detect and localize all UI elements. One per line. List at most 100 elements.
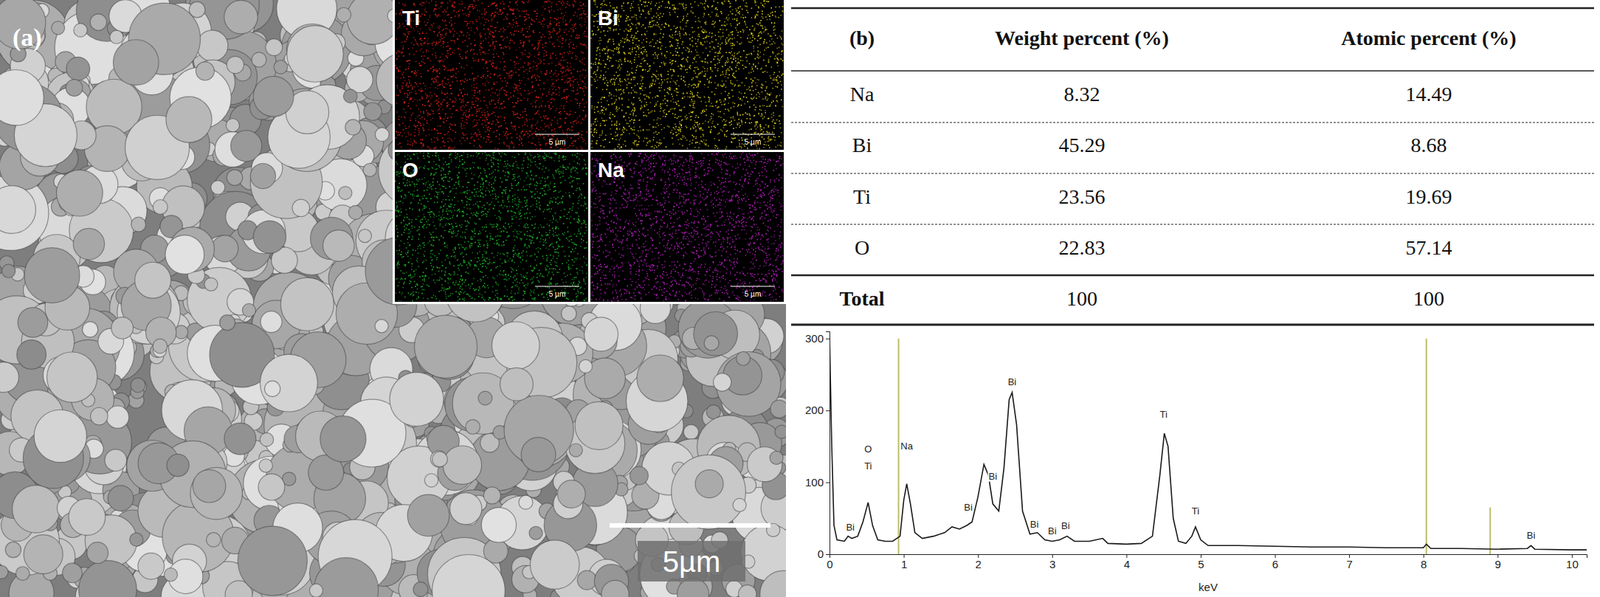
map-dot (425, 1, 428, 3)
grain (111, 317, 134, 340)
map-dot (543, 82, 545, 85)
map-dot (402, 108, 405, 110)
map-dot (485, 11, 488, 14)
map-dot (518, 47, 521, 49)
map-dot (576, 36, 578, 38)
map-dot (503, 119, 505, 122)
map-dot (472, 126, 474, 128)
map-dot (405, 40, 407, 43)
figure: (a)5µmTi5 µmBi5 µmO5 µmNa5 µm(b)Weight p… (0, 0, 1600, 597)
map-dot (539, 21, 541, 23)
map-dot (447, 138, 449, 140)
map-dot (441, 38, 443, 40)
map-dot (575, 58, 578, 60)
map-dot (395, 13, 398, 15)
grain (343, 89, 358, 104)
grain (163, 568, 178, 582)
map-dot (521, 31, 523, 34)
grain (226, 56, 244, 74)
map-dot (432, 47, 434, 50)
map-dot (563, 90, 565, 93)
map-dot (500, 78, 502, 80)
map-dot (573, 14, 575, 17)
map-dot (576, 122, 578, 124)
map-dot (445, 19, 447, 22)
map-dot (566, 132, 568, 134)
map-dot (519, 87, 522, 90)
map-dot (470, 27, 473, 29)
map-dot (572, 81, 575, 83)
map-dot (544, 8, 547, 10)
map-dot (473, 145, 476, 147)
map-dot (568, 70, 570, 72)
map-dot (517, 97, 519, 99)
map-dot (489, 101, 491, 104)
map-dot (526, 56, 529, 58)
map-dot (477, 0, 479, 2)
map-dot (575, 119, 578, 122)
map-dot (442, 84, 444, 87)
map-dot (446, 14, 448, 17)
map-dot (517, 89, 519, 91)
grain (389, 372, 444, 427)
map-dot (583, 81, 585, 83)
map-dot (561, 67, 564, 70)
map-dot (442, 2, 444, 4)
map-dot (487, 138, 490, 141)
map-dot (506, 36, 508, 39)
map-dot (464, 127, 467, 130)
map-dot (403, 33, 406, 35)
grain (442, 445, 482, 485)
map-dot (525, 28, 527, 30)
map-dot (491, 25, 493, 28)
map-dot (452, 148, 454, 150)
map-dot (465, 35, 468, 37)
map-dot (408, 53, 411, 55)
map-dot (449, 16, 451, 19)
map-dot (435, 1, 437, 3)
map-dot (397, 132, 400, 134)
map-dot (435, 56, 437, 59)
map-dot (544, 45, 547, 48)
map-dot (436, 15, 439, 17)
map-dot (570, 66, 572, 68)
map-dot (538, 84, 540, 87)
grain (253, 220, 286, 254)
grain (346, 66, 374, 93)
map-dot (537, 121, 539, 123)
map-dot (572, 44, 575, 46)
grain (348, 205, 363, 220)
map-dot (436, 109, 439, 112)
map-dot (547, 135, 550, 138)
map-dot (483, 73, 485, 76)
map-dot (540, 116, 542, 119)
map-dot (549, 121, 552, 124)
map-dot (509, 59, 512, 62)
map-dot (401, 85, 403, 88)
map-dot (583, 90, 585, 93)
map-dot (498, 14, 500, 16)
map-dot (524, 108, 527, 110)
grain (292, 199, 310, 217)
map-dot (451, 101, 454, 104)
grain (260, 311, 282, 333)
map-dot (479, 45, 482, 47)
map-dot (456, 38, 459, 40)
map-dot (439, 132, 442, 135)
map-dot (487, 19, 490, 22)
map-dot (526, 99, 529, 102)
map-dot (501, 125, 503, 127)
grain (24, 247, 80, 304)
grain (518, 495, 533, 510)
map-dot (467, 45, 469, 48)
grain (104, 449, 127, 472)
grain (51, 21, 65, 35)
map-dot (495, 106, 498, 108)
map-dot (402, 82, 404, 85)
map-dot (462, 134, 465, 136)
map-dot (505, 47, 508, 49)
grain (138, 552, 165, 580)
map-dot (577, 117, 579, 119)
map-dot (483, 96, 485, 99)
map-dot (499, 61, 502, 63)
